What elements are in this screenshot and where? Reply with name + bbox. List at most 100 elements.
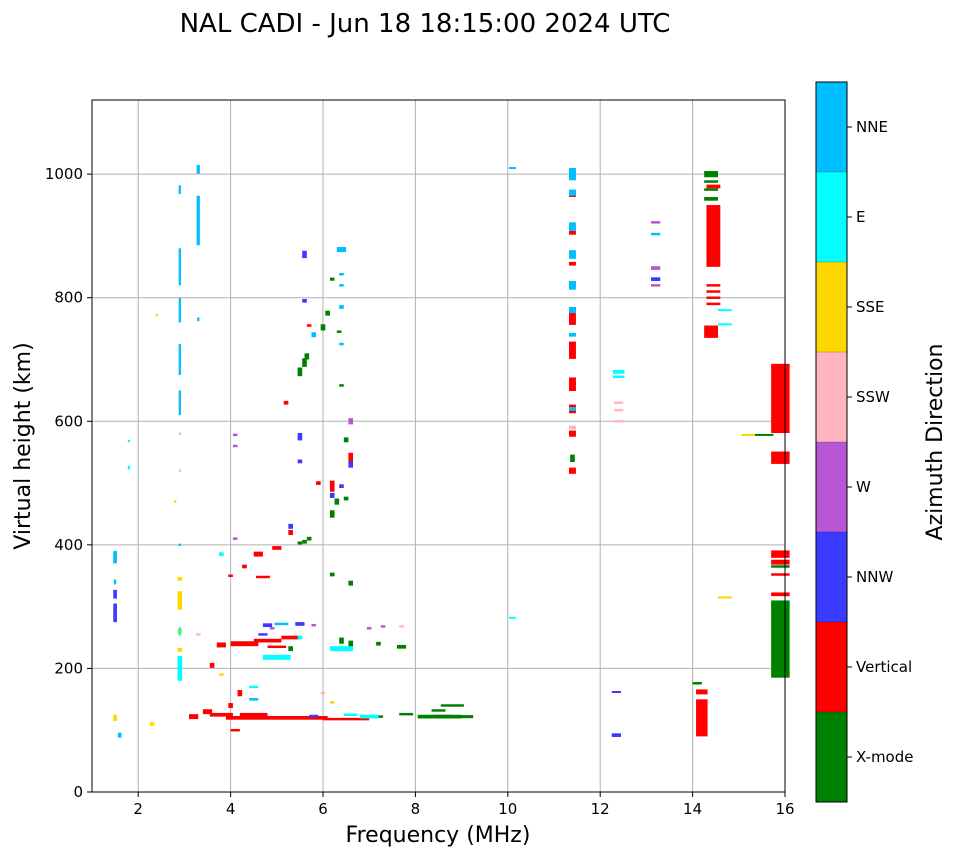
colorbar-label-vertical: Vertical xyxy=(856,658,912,676)
echo-mark-vertical xyxy=(706,296,721,299)
echo-mark-x-mode xyxy=(297,541,303,545)
echo-mark-x-mode xyxy=(325,310,330,316)
echo-mark-nne xyxy=(249,698,259,701)
echo-mark-vertical xyxy=(256,575,270,579)
colorbar-label-nnw: NNW xyxy=(856,568,893,586)
echo-mark-e xyxy=(262,654,291,660)
echo-mark-x-mode xyxy=(348,640,354,647)
plot-frame xyxy=(91,99,786,793)
x-tick-label: 6 xyxy=(318,800,328,818)
echo-mark-x-mode xyxy=(329,277,335,281)
echo-mark-w xyxy=(232,444,238,448)
echo-mark-x-mode xyxy=(704,171,719,178)
echo-mark-vertical xyxy=(569,467,576,474)
echo-mark-nnw xyxy=(295,622,305,626)
echo-mark-ssw xyxy=(399,625,404,628)
echo-mark-sse xyxy=(177,576,183,581)
echo-mark-x-mode xyxy=(302,539,307,544)
echo-mark-vertical xyxy=(202,709,213,715)
echo-mark-vertical xyxy=(569,341,576,359)
echo-mark-nnw xyxy=(262,623,273,628)
echo-mark-ssw xyxy=(195,633,201,636)
colorbar-segment-ssw xyxy=(816,352,847,442)
echo-mark-sse xyxy=(155,313,158,317)
echo-mark-vertical xyxy=(272,546,282,550)
echo-mark-e xyxy=(343,713,358,716)
echo-mark-x-mode xyxy=(692,682,702,685)
echo-mark-e xyxy=(329,646,354,652)
echo-mark-x-mode xyxy=(348,580,354,586)
echo-mark-vertical xyxy=(569,377,576,392)
echo-mark-w xyxy=(380,625,386,628)
colorbar-segment-nnw xyxy=(816,532,847,622)
colorbar-segment-vertical xyxy=(816,622,847,712)
echo-mark-nnw xyxy=(309,714,319,718)
echo-mark-vertical xyxy=(706,302,721,306)
echo-mark-vertical xyxy=(696,689,708,695)
echo-mark-nnw xyxy=(113,589,117,599)
echo-mark-nnw xyxy=(297,459,303,464)
echo-mark-vertical xyxy=(348,452,354,464)
echo-mark-e xyxy=(718,323,732,326)
echo-mark-x-mode xyxy=(450,715,474,719)
echo-mark-vertical xyxy=(706,290,721,293)
echo-mark-vertical xyxy=(569,430,576,437)
echo-mark-w xyxy=(232,433,238,437)
echo-mark-x-mode xyxy=(336,330,342,333)
x-tick-label: 14 xyxy=(683,800,702,818)
echo-mark-vertical xyxy=(253,638,282,643)
echo-mark-nne xyxy=(113,551,117,564)
colorbar-label-nne: NNE xyxy=(856,118,888,136)
echo-mark-vertical xyxy=(253,551,263,557)
echo-mark-x-mode xyxy=(306,536,312,541)
echo-mark-vertical xyxy=(771,559,790,565)
colorbar-segment-e xyxy=(816,172,847,262)
echo-mark-nne xyxy=(339,342,344,346)
colorbar-title: Azimuth Direction xyxy=(923,343,948,540)
colorbar-label-sse: SSE xyxy=(856,298,885,316)
echo-mark-vertical xyxy=(569,230,576,235)
echo-mark-sse xyxy=(177,591,183,610)
x-tick-label: 10 xyxy=(498,800,517,818)
echo-mark-e xyxy=(718,309,732,312)
echo-mark-w xyxy=(348,418,354,425)
echo-mark-nne xyxy=(311,332,317,338)
colorbar-segment-nne xyxy=(816,82,847,172)
echo-mark-sse xyxy=(219,673,224,676)
echo-mark-nnw xyxy=(113,603,117,623)
echo-mark-vertical xyxy=(230,728,240,732)
echo-mark-e xyxy=(612,375,625,379)
echo-mark-nnw xyxy=(329,492,335,498)
echo-mark-sse xyxy=(741,433,755,436)
echo-mark-x-mode xyxy=(304,353,310,360)
echo-mark-nne xyxy=(113,579,117,585)
echo-mark-vertical xyxy=(237,690,243,697)
echo-mark-x-mode xyxy=(288,646,293,652)
echo-mark-sse xyxy=(718,596,732,599)
echo-mark-w xyxy=(651,221,661,224)
echo-mark-sse xyxy=(113,714,117,721)
colorbar-label-x-mode: X-mode xyxy=(856,748,913,766)
echo-mark-nne xyxy=(274,622,289,626)
echo-mark-x-mode xyxy=(399,712,414,716)
echo-mark-sse xyxy=(149,722,155,726)
echo-mark-x-mode xyxy=(297,367,303,377)
echo-mark-vertical xyxy=(267,645,287,649)
echo-mark-vertical xyxy=(228,703,233,708)
echo-mark-nne xyxy=(178,543,181,547)
echo-mark-nne xyxy=(178,248,181,286)
echo-mark-nne xyxy=(569,332,576,337)
echo-mark-vertical xyxy=(225,716,328,720)
echo-mark-nne xyxy=(339,273,344,276)
echo-mark-nne xyxy=(197,317,200,322)
colorbar: X-mode Vertical NNW W SSW SSE E NNE xyxy=(816,82,913,802)
echo-mark-vertical xyxy=(209,662,215,668)
echo-mark-vertical xyxy=(771,451,790,464)
echo-mark-x-mode xyxy=(704,197,719,201)
y-tick-label: 1000 xyxy=(45,165,83,183)
echo-mark-x-mode xyxy=(704,188,719,191)
echo-mark-sse xyxy=(177,648,183,652)
echo-mark-x-mode xyxy=(343,496,349,501)
y-tick-label: 200 xyxy=(54,659,83,677)
echo-mark-vertical xyxy=(306,324,312,327)
